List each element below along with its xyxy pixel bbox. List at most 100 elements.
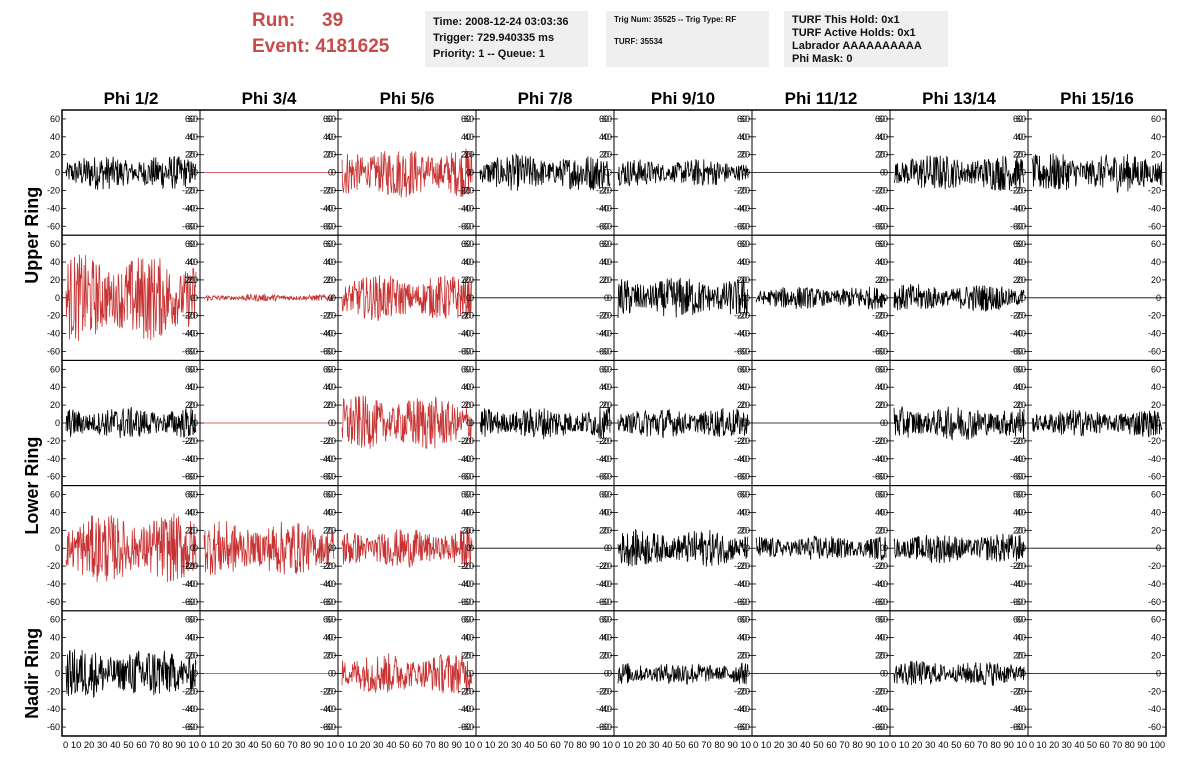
y-tick-label: 40 (1013, 257, 1023, 267)
y-tick-label: -20 (1010, 686, 1023, 696)
y-tick-label: 60 (599, 615, 609, 625)
y-tick-label: 40 (1016, 382, 1026, 392)
y-tick-label: -60 (1148, 221, 1161, 231)
y-tick-label: 40 (326, 132, 336, 142)
y-tick-label: -20 (185, 436, 198, 446)
y-tick-label: 0 (190, 668, 195, 678)
priority-text: Priority: 1 -- Queue: 1 (433, 48, 545, 60)
y-tick-label: 0 (193, 668, 198, 678)
y-tick-label: 60 (188, 114, 198, 124)
y-tick-label: -40 (599, 203, 612, 213)
y-tick-label: 40 (602, 633, 612, 643)
y-tick-label: 40 (464, 382, 474, 392)
y-tick-label: 40 (323, 382, 333, 392)
y-tick-label: -20 (1010, 185, 1023, 195)
y-tick-label: -60 (47, 346, 60, 356)
y-tick-label: 40 (737, 132, 747, 142)
y-tick-label: 20 (188, 400, 198, 410)
y-tick-label: -60 (458, 722, 471, 732)
y-tick-label: 0 (604, 168, 609, 178)
waveform-trace (65, 407, 197, 439)
y-tick-label: 20 (599, 150, 609, 160)
y-tick-label: 20 (602, 400, 612, 410)
y-tick-label: 0 (883, 543, 888, 553)
y-tick-label: -60 (185, 346, 198, 356)
y-tick-label: 40 (1151, 382, 1161, 392)
y-tick-label: 60 (740, 364, 750, 374)
trig-info-panel: Trig Num: 35525 -- Trig Type: RF TURF: 3… (606, 11, 769, 67)
y-tick-label: -60 (458, 472, 471, 482)
y-tick-label: 40 (461, 507, 471, 517)
y-tick-label: -20 (599, 436, 612, 446)
y-tick-label: -20 (182, 311, 195, 321)
y-tick-label: 20 (185, 275, 195, 285)
y-tick-label: -60 (461, 722, 474, 732)
y-tick-label: -20 (599, 311, 612, 321)
y-tick-label: -40 (182, 454, 195, 464)
y-tick-label: 60 (1151, 364, 1161, 374)
y-tick-label: 40 (875, 382, 885, 392)
y-tick-label: 40 (1016, 633, 1026, 643)
x-tick-labels: 0 10 20 30 40 50 60 70 80 90 10 (891, 740, 1027, 750)
y-tick-label: -40 (875, 704, 888, 714)
y-tick-label: 40 (185, 633, 195, 643)
y-tick-label: 40 (740, 507, 750, 517)
y-tick-label: 40 (50, 132, 60, 142)
y-tick-label: 60 (875, 114, 885, 124)
y-tick-label: 60 (602, 490, 612, 500)
y-tick-label: 60 (740, 239, 750, 249)
waveform-trace (341, 529, 473, 568)
y-tick-label: 0 (469, 168, 474, 178)
y-tick-label: 20 (875, 400, 885, 410)
y-tick-label: 60 (737, 615, 747, 625)
y-tick-label: 0 (883, 293, 888, 303)
y-tick-label: 40 (1013, 633, 1023, 643)
y-tick-label: 40 (185, 132, 195, 142)
y-tick-label: 40 (461, 132, 471, 142)
y-tick-label: 0 (193, 293, 198, 303)
y-tick-label: -40 (596, 579, 609, 589)
y-tick-label: -40 (320, 579, 333, 589)
y-tick-label: 60 (464, 114, 474, 124)
y-tick-label: 0 (607, 418, 612, 428)
y-tick-label: 0 (880, 543, 885, 553)
waveform-trace (341, 148, 473, 198)
y-tick-label: 60 (461, 490, 471, 500)
y-tick-label: 60 (878, 490, 888, 500)
y-tick-label: 0 (745, 293, 750, 303)
y-tick-label: -40 (1148, 329, 1161, 339)
column-title: Phi 9/10 (651, 89, 715, 108)
y-tick-label: -60 (596, 722, 609, 732)
y-tick-label: 20 (1013, 275, 1023, 285)
y-tick-label: 0 (193, 543, 198, 553)
y-tick-label: 40 (464, 507, 474, 517)
y-tick-label: 0 (331, 293, 336, 303)
y-tick-label: 60 (323, 364, 333, 374)
y-tick-label: -40 (47, 579, 60, 589)
y-tick-label: 0 (469, 543, 474, 553)
y-tick-label: 40 (323, 507, 333, 517)
y-tick-label: 20 (50, 525, 60, 535)
y-tick-label: -60 (185, 221, 198, 231)
y-tick-label: -60 (599, 472, 612, 482)
y-tick-label: -60 (1010, 221, 1023, 231)
y-tick-label: 60 (1013, 615, 1023, 625)
waveform-trace (341, 275, 473, 321)
y-tick-label: -60 (320, 221, 333, 231)
y-tick-label: 60 (602, 615, 612, 625)
y-tick-label: 0 (607, 668, 612, 678)
y-tick-label: 60 (461, 615, 471, 625)
trig-num-text: Trig Num: 35525 -- Trig Type: RF (614, 15, 737, 24)
y-tick-label: -40 (1010, 454, 1023, 464)
y-tick-label: 60 (737, 114, 747, 124)
y-tick-label: -20 (596, 561, 609, 571)
y-tick-label: 60 (326, 615, 336, 625)
y-tick-label: -40 (875, 329, 888, 339)
y-tick-label: 40 (323, 257, 333, 267)
y-tick-label: -60 (1013, 722, 1026, 732)
y-tick-label: 20 (188, 525, 198, 535)
y-tick-label: -20 (875, 436, 888, 446)
y-tick-label: 60 (602, 364, 612, 374)
y-tick-label: -60 (875, 597, 888, 607)
y-tick-label: -60 (185, 722, 198, 732)
